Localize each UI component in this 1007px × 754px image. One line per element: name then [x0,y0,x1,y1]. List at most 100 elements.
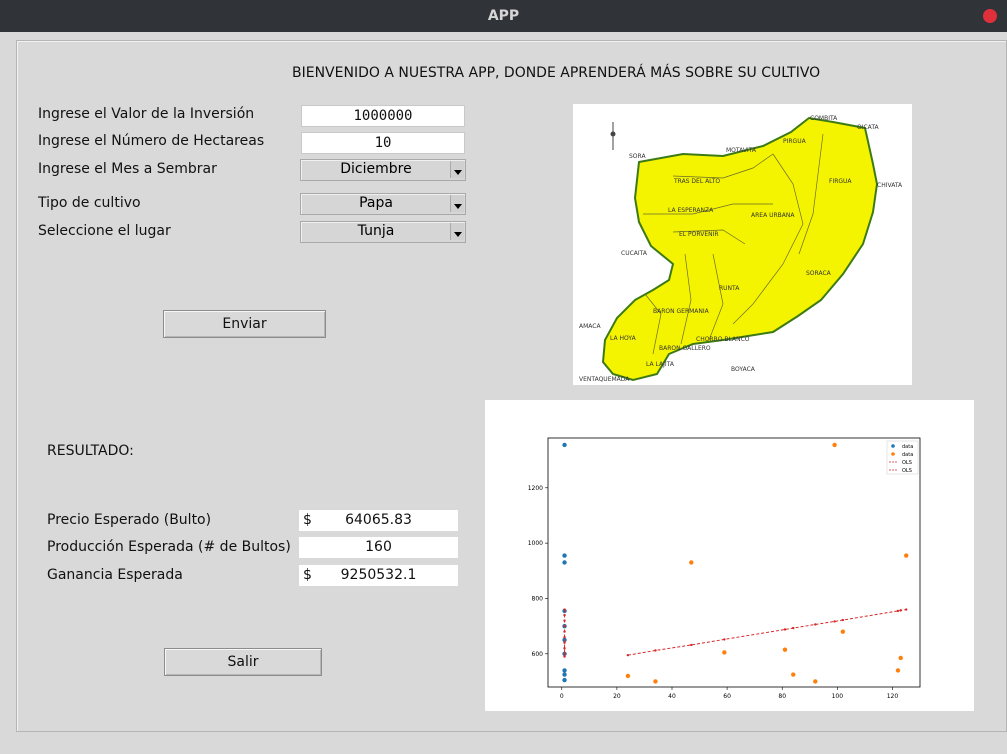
map-drawing [601,116,879,382]
x-tick-label: 100 [832,693,844,700]
ols-marker [563,652,566,655]
ols-marker [841,618,845,622]
production-value: 160 [365,539,392,555]
ols-marker [626,653,630,657]
close-icon[interactable] [983,9,997,23]
map-label: LA LAJITA [646,361,674,368]
map-label: BOYACA [731,366,755,373]
profit-value: 9250532.1 [340,567,417,583]
data-point [689,560,694,565]
map-label: CHIVATA [877,182,903,189]
map-label: EL PORVENIR [679,231,719,238]
ols-marker [563,608,566,611]
place-label: Seleccione el lugar [38,223,171,239]
map-label: TRAS DEL ALTO [674,178,721,185]
crop-select[interactable]: Papa [300,193,466,215]
data-point [895,668,901,673]
north-arrow-icon [610,122,616,150]
profit-label: Ganancia Esperada [47,567,183,583]
legend-label: OLS [902,460,912,466]
data-point [832,442,837,448]
map-label: RUNTA [719,285,740,292]
regression-chart: 0 20 40 60 80 100 120 600 800 1000 1200 data data OLS… [485,400,974,711]
x-tick-label: 80 [778,693,786,700]
place-select[interactable]: Tunja [300,221,466,243]
ols-marker [563,624,566,628]
map-label: LA ESPERANZA [668,207,714,214]
map-label: FIRGUA [829,178,852,185]
data-point [782,647,788,652]
ols-marker [563,636,566,639]
ols-marker [563,647,566,650]
map-label: COMBITA [810,115,838,122]
place-select-value: Tunja [357,223,395,239]
chevron-down-icon[interactable] [450,161,464,178]
chevron-down-icon[interactable] [450,195,464,212]
investment-input[interactable]: 1000000 [301,105,465,127]
map-label: CHORRO BLANCO [696,336,750,343]
ols-marker [563,630,566,633]
map-label: PIRGUA [783,138,806,145]
chevron-down-icon[interactable] [450,223,464,240]
data-point [813,679,818,684]
hectares-label: Ingrese el Número de Hectareas [38,133,265,149]
chart-svg: 0 20 40 60 80 100 120 600 800 1000 1200 data data OLS… [528,437,921,700]
ols-marker [563,613,566,617]
data-point [722,650,727,655]
map-label: OICATA [857,124,879,131]
data-point [562,560,567,565]
data-point [562,668,567,673]
map-region-shape [601,116,879,382]
map-label: LA HOYA [610,335,636,342]
map-label: AMACA [579,323,601,330]
currency-symbol: $ [303,567,312,583]
data-point [562,677,567,683]
month-select-value: Diciembre [340,161,412,177]
data-point [898,655,903,661]
map-label: BARON GALLERO [659,345,711,352]
month-label: Ingrese el Mes a Sembrar [38,161,217,177]
map-label: SORACA [806,270,831,277]
production-label: Producción Esperada (# de Bultos) [47,539,291,555]
results-title: RESULTADO: [47,443,134,459]
map-borders [643,133,824,355]
data-point [904,553,909,558]
window-title: APP [487,8,520,24]
ols-marker [563,655,566,658]
page-heading: BIENVENIDO A NUESTRA APP, DONDE APRENDER… [292,65,821,81]
ols-marker [654,649,657,652]
data-point [625,673,631,679]
production-output: 160 [299,537,458,558]
investment-label: Ingrese el Valor de la Inversión [38,106,255,122]
exit-button[interactable]: Salir [164,648,322,676]
month-select[interactable]: Diciembre [300,159,466,181]
ols-marker [783,628,787,631]
legend-label: data [902,444,913,450]
ols-marker [905,608,908,611]
ols-marker [563,641,566,644]
price-value: 64065.83 [345,512,412,528]
ols-marker [896,609,900,613]
ols-marker [792,626,795,630]
legend-marker [891,452,895,456]
y-tick-label: 1200 [528,485,543,492]
crop-select-value: Papa [359,195,393,211]
profit-output: $ 9250532.1 [299,565,458,586]
map-label: MOTAVITA [726,147,756,154]
x-tick-label: 40 [668,693,676,700]
legend-label: OLS [902,468,912,474]
legend-label: data [902,452,913,458]
data-point [562,553,567,558]
price-label: Precio Esperado (Bulto) [47,512,212,528]
ols-marker [814,623,817,626]
legend-marker [891,444,895,448]
data-point [840,629,846,634]
ols-marker [723,638,726,641]
submit-button[interactable]: Enviar [163,310,326,338]
hectares-input[interactable]: 10 [301,132,465,154]
currency-symbol: $ [303,512,312,528]
map-label: BARON GERMANIA [653,308,709,315]
y-tick-label: 800 [532,595,544,602]
map-label: AREA URBANA [751,212,795,219]
data-point [791,672,796,677]
